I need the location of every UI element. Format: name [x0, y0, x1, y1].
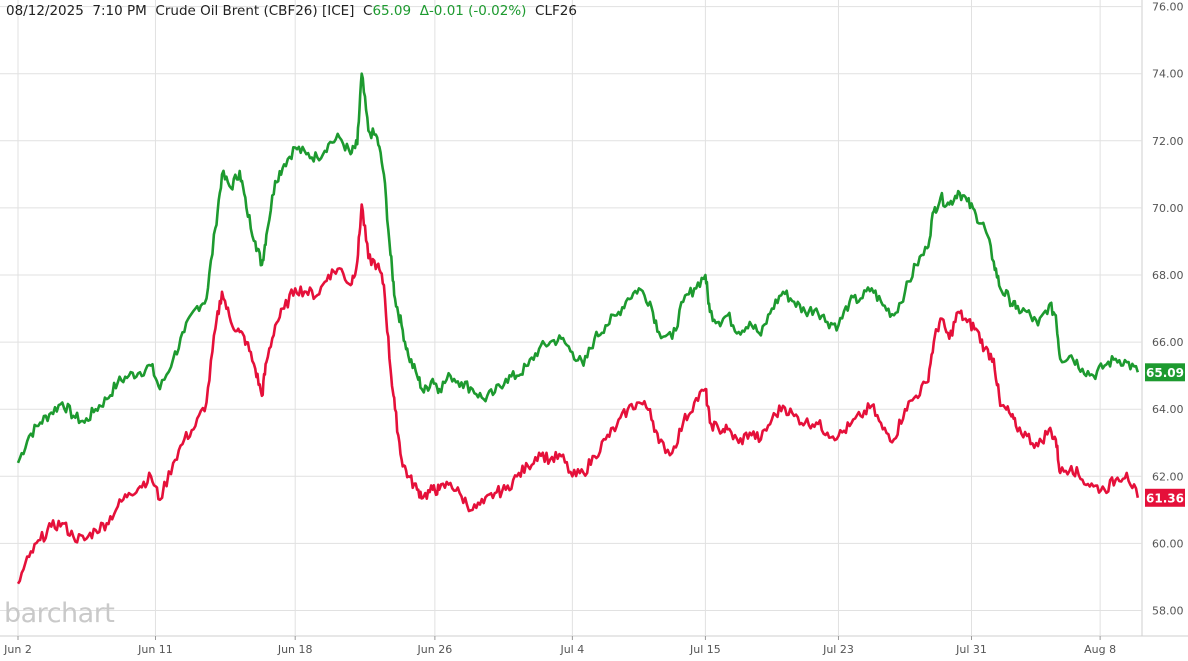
y-tick-label: 74.00: [1152, 68, 1184, 81]
last-price-badge-clf26: 61.36: [1145, 488, 1185, 507]
series-line-clf26: [16, 203, 1140, 585]
x-tick-label: Jun 2: [3, 643, 32, 656]
header-close-label: C: [363, 3, 373, 19]
y-tick-label: 72.00: [1152, 135, 1184, 148]
x-tick-label: Jul 23: [822, 643, 854, 656]
header-instrument: Crude Oil Brent (CBF26) [ICE]: [155, 3, 355, 19]
header-date: 08/12/2025: [6, 3, 84, 19]
y-axis: 76.00 74.00 72.00 70.00 68.00 66.00 64.00 62.00…: [1152, 1, 1184, 618]
last-price-value: 61.36: [1146, 491, 1184, 505]
y-tick-label: 76.00: [1152, 1, 1184, 14]
header-time: 7:10 PM: [92, 3, 147, 19]
y-tick-label: 64.00: [1152, 403, 1184, 416]
header-second-symbol: CLF26: [535, 3, 577, 19]
y-tick-label: 62.00: [1152, 470, 1184, 483]
y-tick-label: 58.00: [1152, 605, 1184, 618]
barchart-logo: barchart: [4, 598, 115, 629]
grid: [0, 0, 1188, 637]
series-group: [16, 72, 1140, 585]
y-tick-label: 66.00: [1152, 336, 1184, 349]
header-close-value: 65.09: [372, 3, 412, 19]
last-price-value: 65.09: [1146, 366, 1184, 380]
last-price-badge-cbf26: 65.09: [1145, 363, 1185, 382]
x-tick-label: Jul 15: [689, 643, 721, 656]
x-axis: Jun 2 Jun 11 Jun 18 Jun 26 Jul 4 Jul 15 Jul 23…: [3, 636, 1116, 656]
x-tick-label: Jun 11: [137, 643, 173, 656]
x-tick-label: Jun 18: [277, 643, 313, 656]
last-price-labels: 65.09 61.36: [1145, 363, 1185, 507]
header-change: Δ-0.01 (-0.02%): [419, 3, 527, 19]
x-tick-label: Jun 26: [417, 643, 453, 656]
last-price-badge-bg: [1145, 488, 1185, 507]
y-tick-label: 60.00: [1152, 537, 1184, 550]
y-tick-label: 68.00: [1152, 269, 1184, 282]
x-tick-label: Jul 31: [955, 643, 987, 656]
last-price-badge-bg: [1145, 363, 1185, 382]
series-line-cbf26: [16, 72, 1140, 464]
chart-header: 08/12/2025 7:10 PM Crude Oil Brent (CBF2…: [6, 3, 577, 19]
x-tick-label: Aug 8: [1084, 643, 1116, 656]
y-tick-label: 70.00: [1152, 202, 1184, 215]
x-tick-label: Jul 4: [559, 643, 584, 656]
